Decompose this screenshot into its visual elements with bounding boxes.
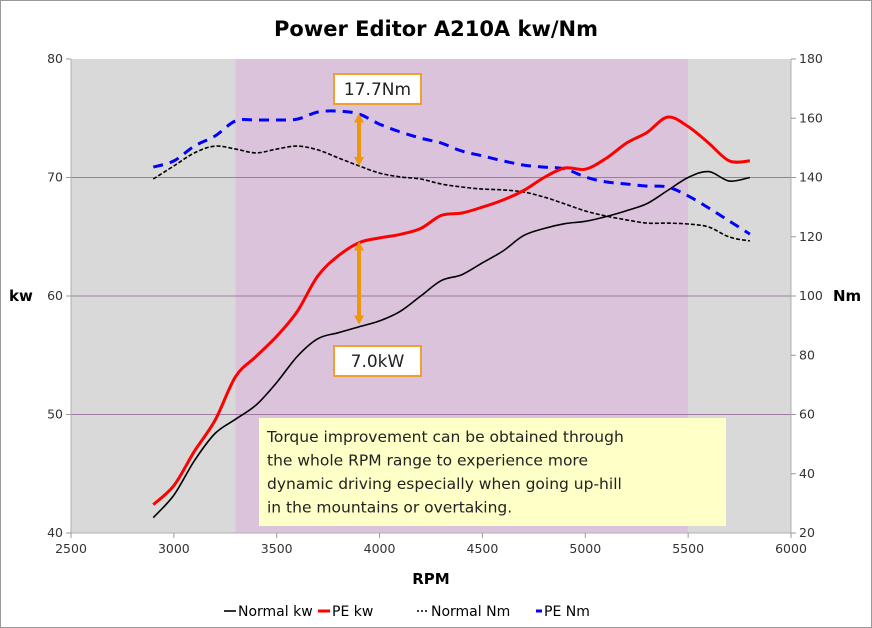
y2-tick-label: 120: [799, 229, 823, 244]
annotations: 17.7Nm 7.0kW Torque improvement can be obt…: [259, 73, 726, 526]
arrow-head-up: [354, 241, 364, 251]
y2-tick-label: 20: [799, 525, 815, 540]
legend-item-pe-kw: PE kw: [318, 604, 373, 620]
arrow-head-down: [354, 156, 364, 166]
x-tick-label: 6000: [775, 541, 807, 556]
y-tick-label: 40: [47, 525, 63, 540]
x-tick-label: 3500: [261, 541, 293, 556]
y2-tick-label: 80: [799, 347, 815, 362]
note-line: dynamic driving especially when going up…: [267, 475, 622, 493]
y2-tick-label: 60: [799, 407, 815, 422]
power-gain-arrow: [354, 241, 364, 325]
chart-title: Power Editor A210A kw/Nm: [274, 17, 598, 41]
gridlines: [71, 177, 791, 415]
x-axis-label: RPM: [412, 570, 449, 588]
y-tick-label: 60: [47, 288, 63, 303]
legend-label: Normal kw: [238, 604, 313, 620]
y-axis-label-right: Nm: [833, 287, 861, 305]
series-normal-nm: [152, 145, 751, 242]
series-layer: [152, 109, 751, 519]
note-line: the whole RPM range to experience more: [267, 452, 588, 470]
callout-label: 7.0kW: [351, 352, 405, 372]
note-line: Torque improvement can be obtained throu…: [266, 428, 624, 446]
arrow-head-down: [354, 315, 364, 325]
legend-item-pe-nm: PE Nm: [536, 604, 590, 620]
x-tick-label: 4000: [364, 541, 396, 556]
y-tick-label: 80: [47, 51, 63, 66]
y2-tick-label: 180: [799, 51, 823, 66]
series-pe-kw: [152, 115, 751, 506]
torque-gain-callout: 17.7Nm: [333, 73, 422, 105]
legend-item-normal-nm: Normal Nm: [417, 604, 510, 620]
legend-item-normal-kw: Normal kw: [224, 604, 313, 620]
callout-box: [333, 73, 422, 105]
note-background: [259, 418, 726, 526]
legend-label: Normal Nm: [431, 604, 510, 620]
x-tick-label: 3000: [158, 541, 190, 556]
y2-tick-label: 160: [799, 110, 823, 125]
y-axis-label-left: kw: [9, 287, 33, 305]
x-tick-label: 5000: [569, 541, 601, 556]
series-normal-kw: [152, 170, 751, 519]
note-line: in the mountains or overtaking.: [267, 499, 512, 517]
x-tick-label: 5500: [672, 541, 704, 556]
y-tick-label: 50: [47, 407, 63, 422]
y-tick-label: 70: [47, 170, 63, 185]
axes: 40 50 60 70 80 20 40 60 80 100 120 140 160 180 2500 300…: [47, 51, 823, 556]
x-tick-label: 2500: [55, 541, 87, 556]
x-tick-label: 4500: [467, 541, 499, 556]
y2-tick-label: 100: [799, 288, 823, 303]
arrow-head-up: [354, 113, 364, 123]
legend-label: PE kw: [332, 604, 373, 620]
power-gain-callout: 7.0kW: [333, 345, 422, 377]
legend-label: PE Nm: [544, 604, 590, 620]
note-box: Torque improvement can be obtained throu…: [259, 418, 726, 526]
y2-tick-label: 40: [799, 466, 815, 481]
callout-label: 17.7Nm: [344, 80, 411, 100]
y2-tick-label: 140: [799, 170, 823, 185]
legend: Normal kw PE kw Normal Nm PE Nm: [224, 604, 590, 620]
torque-gain-arrow: [354, 113, 364, 166]
callout-box: [333, 345, 422, 377]
